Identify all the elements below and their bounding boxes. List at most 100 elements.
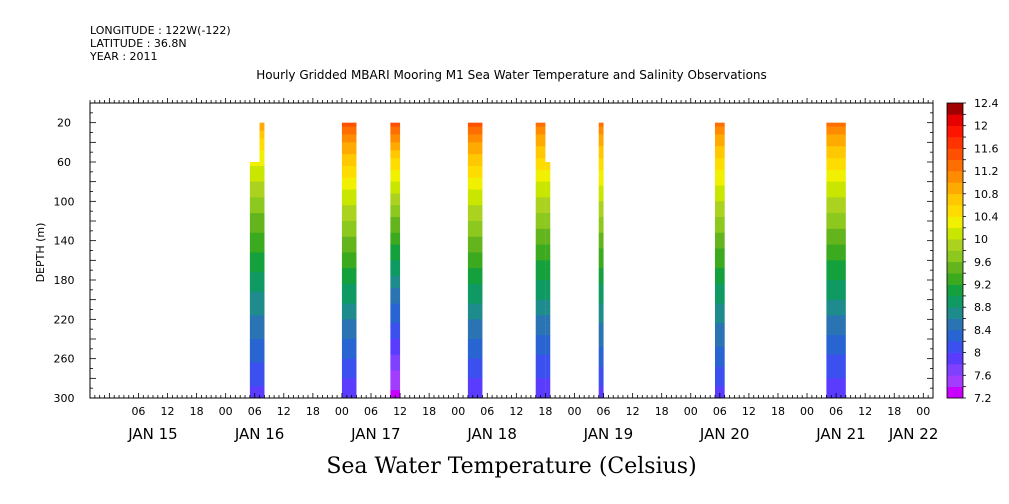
bar-cell [390,339,401,344]
colorbar-label: 9.6 [974,256,992,269]
bar-cell [535,327,546,332]
bar-cell [598,173,604,179]
bar-cell [826,354,846,360]
colorbar-swatch [947,227,963,240]
bar-cell [545,240,551,245]
y-tick-label: 220 [54,313,75,326]
bar-cell [467,130,483,135]
bar-cell [545,280,551,285]
bar-cell [259,299,265,304]
bar-cell [545,346,551,352]
bar-cell [826,213,846,218]
bar-cell [341,362,357,367]
bar-cell [259,248,265,253]
colorbar-label: 11.6 [974,142,999,155]
hour-tick-label: 06 [713,405,727,418]
bar-cell [598,252,604,257]
bar-cell [545,201,551,206]
bar-cell [390,291,401,297]
bar-cell [826,358,846,363]
bar-cell [249,307,265,312]
bar-cell [545,311,551,316]
bar-cell [249,201,265,206]
top-minor-ticks [89,98,934,103]
bar-cell [535,134,546,139]
bar-cell [598,362,604,367]
bar-cell [714,244,725,249]
bar-cell [341,236,357,242]
bar-cell [714,209,725,214]
bar-cell [598,268,604,273]
bar-cell [467,272,483,277]
bar-cell [545,248,551,253]
bar-cell [467,295,483,301]
bar-cell [467,122,483,127]
bar-cell [467,283,483,289]
bar-cell [714,299,725,304]
bar-cell [826,335,846,340]
bar-cell [390,189,401,194]
bar-cell [467,307,483,312]
bar-cell [714,342,725,348]
temperature-bar [714,122,725,399]
bar-cell [467,350,483,356]
bar-cell [249,236,265,242]
bar-cell [467,260,483,265]
colorbar-swatch [947,137,963,149]
bar-cell [714,366,725,371]
bar-cell [535,374,546,379]
bar-cell [390,165,401,171]
bar-cell [341,378,357,383]
bar-cell [390,236,401,242]
bar-cell [826,307,846,312]
bar-cell [535,331,546,336]
bar-cell [249,197,265,202]
bar-cell [390,248,401,253]
bar-cell [341,189,357,194]
bar-cell [390,162,401,167]
bar-cell [259,335,265,340]
bar-cell [545,358,551,363]
bar-cell [249,386,265,391]
bar-cell [259,232,265,238]
bar-cell [714,311,725,316]
bar-cell [341,169,357,175]
colorbar-swatch [947,363,963,376]
bar-cell [341,331,357,336]
bar-cell [390,169,401,175]
bar-cell [467,252,483,257]
bar-cell [249,390,265,395]
bar-cell [259,177,265,183]
bar-cell [390,382,401,387]
bar-cell [467,327,483,332]
hour-tick-label: 18 [306,405,320,418]
bar-cell [826,256,846,261]
bar-cell [259,315,265,320]
bar-cell [341,244,357,249]
bar-cell [714,358,725,363]
bar-cell [467,362,483,367]
bar-cell [826,339,846,344]
bar-cell [390,358,401,363]
bar-cell [467,228,483,234]
temperature-bar [535,122,551,399]
bar-cell [826,122,846,127]
bar-cell [598,358,604,363]
bar-cell [545,350,551,356]
bar-cell [259,342,265,348]
bar-cell [545,307,551,312]
y-tick-label: 180 [54,274,75,287]
bar-cell [467,248,483,253]
bar-cell [390,280,401,285]
bar-cell [259,213,265,218]
bar-cell [249,268,265,273]
bar-cell [259,173,265,179]
hour-tick-label: 12 [393,405,407,418]
bar-cell [714,283,725,289]
bar-cell [341,256,357,261]
bar-cell [535,158,546,163]
bar-cell [826,185,846,190]
bar-cell [249,382,265,387]
bar-cell [341,390,357,395]
bar-cell [826,386,846,391]
